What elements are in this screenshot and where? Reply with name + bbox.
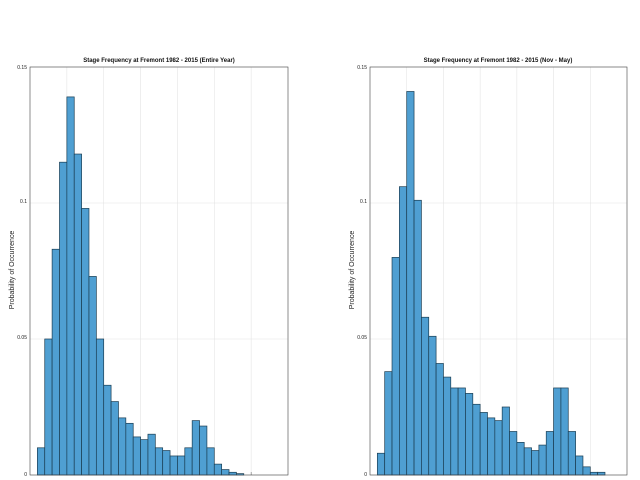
histogram-bar <box>154 447 164 476</box>
histogram-bar <box>509 431 518 476</box>
y-tick-label: 0.15 <box>17 65 27 71</box>
histogram-bar <box>103 384 112 476</box>
y-tick-label: 0 <box>364 472 367 478</box>
histogram-bar <box>575 455 584 476</box>
histogram-bar <box>44 338 53 476</box>
histogram-bar <box>553 387 562 476</box>
histogram-bar <box>51 248 60 476</box>
histogram-bar <box>589 471 598 476</box>
histogram-bar <box>531 450 540 476</box>
y-tick-label: 0 <box>24 472 27 478</box>
histogram-bar <box>443 376 452 476</box>
plot-frame <box>29 66 289 476</box>
y-tick-label: 0.15 <box>357 65 367 71</box>
histogram-bar <box>73 153 82 476</box>
histogram-bar <box>457 387 466 476</box>
histogram-bar <box>428 335 437 476</box>
histogram-bar <box>206 447 215 476</box>
plot-frame <box>369 66 628 476</box>
histogram-bar <box>118 417 127 476</box>
histogram-bar <box>169 455 178 476</box>
chart-title: Stage Frequency at Fremont 1982 - 2015 (… <box>83 58 235 64</box>
histogram-bar <box>479 412 488 476</box>
histogram-bar <box>523 447 532 476</box>
histogram-bar <box>465 393 474 476</box>
bars <box>37 96 245 476</box>
histogram-bar <box>199 425 208 476</box>
histogram-bar <box>421 316 430 476</box>
histogram-bar <box>538 444 547 476</box>
histogram-bar <box>516 442 525 476</box>
histogram-bar <box>125 422 134 476</box>
histogram-bar <box>147 433 156 476</box>
histogram-bar <box>221 469 230 476</box>
histogram-bar <box>582 466 591 476</box>
histogram-bar <box>110 401 119 476</box>
histogram-bar <box>494 420 503 476</box>
histogram-bar <box>391 257 400 476</box>
y-tick-label: 0.1 <box>360 199 367 205</box>
histogram-bar <box>228 471 237 476</box>
histogram-bar <box>450 387 459 476</box>
y-axis-label: Probability of Occurrence <box>349 231 356 310</box>
histogram-bar <box>435 363 444 476</box>
y-axis-label: Probability of Occurrence <box>9 231 16 310</box>
histogram-bar <box>406 91 415 476</box>
histogram-bar <box>66 96 75 476</box>
histogram-bar <box>81 208 90 476</box>
y-tick-label: 0.05 <box>17 335 27 341</box>
chart-title: Stage Frequency at Fremont 1982 - 2015 (… <box>424 58 573 64</box>
y-tick-label: 0.05 <box>357 335 367 341</box>
y-tick-labels: 0 0.05 0.1 0.15 <box>17 65 27 478</box>
histogram-bar <box>384 371 393 476</box>
histogram-bar <box>567 431 576 476</box>
histogram-bar <box>376 452 386 476</box>
histogram-bar <box>162 450 171 476</box>
bars <box>376 91 606 476</box>
histogram-bar <box>399 186 408 476</box>
chart-entire-year: Stage Frequency at Fremont 1982 - 2015 (… <box>9 58 289 478</box>
chart-nov-may: Stage Frequency at Fremont 1982 - 2015 (… <box>349 58 628 478</box>
y-tick-labels: 0 0.05 0.1 0.15 <box>357 65 367 478</box>
histogram-bar <box>413 199 422 476</box>
histogram-bar <box>95 338 105 476</box>
histogram-bar <box>177 455 186 476</box>
histogram-bar <box>213 463 223 476</box>
histogram-bar <box>597 471 606 476</box>
histogram-bar <box>545 431 554 476</box>
histogram-bar <box>59 161 68 476</box>
histogram-bar <box>560 387 569 476</box>
histogram-bar <box>140 439 149 476</box>
histogram-bar <box>191 420 200 476</box>
histogram-bar <box>132 436 141 476</box>
histogram-bar <box>88 276 97 476</box>
histogram-bar <box>501 406 510 476</box>
histogram-bar <box>472 403 481 476</box>
y-tick-label: 0.1 <box>20 199 27 205</box>
histogram-bar <box>487 417 496 476</box>
histogram-bar <box>184 447 193 476</box>
histogram-bar <box>37 447 46 476</box>
